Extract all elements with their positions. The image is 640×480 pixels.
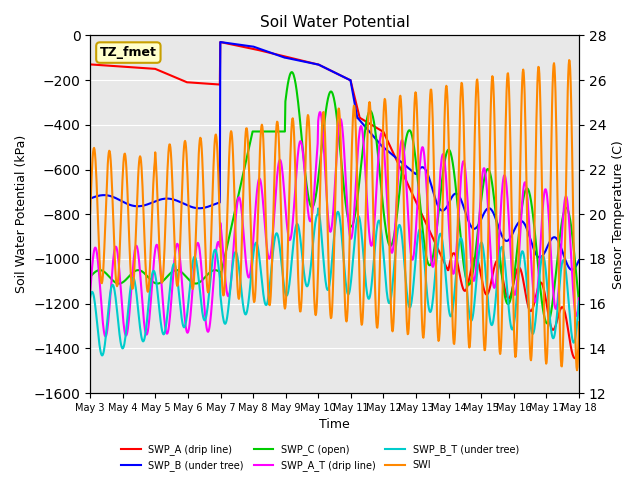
- Legend: SWP_A (drip line), SWP_B (under tree), SWP_C (open), SWP_A_T (drip line), SWP_B_: SWP_A (drip line), SWP_B (under tree), S…: [117, 441, 523, 475]
- SWP_A (drip line): [575, 346, 583, 351]
- SWP_A (drip line): [572, 355, 579, 361]
- SWP_B (under tree): [136, 203, 144, 209]
- SWI: [422, 274, 429, 280]
- SWI: [573, 367, 581, 373]
- SWP_A (drip line): [468, 263, 476, 269]
- SWP_B_T (under tree): [302, 281, 310, 287]
- Title: Soil Water Potential: Soil Water Potential: [260, 15, 410, 30]
- SWP_C (open): [86, 274, 94, 280]
- SWP_C (open): [288, 69, 296, 75]
- SWP_A (drip line): [136, 65, 144, 71]
- SWI: [284, 247, 292, 252]
- SWI: [476, 168, 484, 174]
- SWP_A_T (drip line): [137, 276, 145, 282]
- SWP_B (under tree): [86, 196, 94, 202]
- Line: SWP_A (drip line): SWP_A (drip line): [90, 42, 579, 358]
- SWP_B_T (under tree): [477, 240, 485, 245]
- SWP_C (open): [575, 300, 583, 305]
- SWP_B_T (under tree): [468, 316, 476, 322]
- SWP_A_T (drip line): [468, 272, 476, 277]
- Line: SWP_B_T (under tree): SWP_B_T (under tree): [90, 208, 579, 355]
- SWP_B_T (under tree): [423, 288, 431, 294]
- SWP_B (under tree): [422, 168, 430, 174]
- SWP_C (open): [302, 177, 310, 182]
- SWP_B_T (under tree): [314, 205, 322, 211]
- SWP_B (under tree): [468, 225, 476, 230]
- SWI: [565, 57, 573, 63]
- SWP_A_T (drip line): [316, 109, 324, 115]
- SWI: [467, 305, 475, 311]
- SWP_B (under tree): [477, 218, 484, 224]
- SWP_A_T (drip line): [477, 186, 485, 192]
- SWP_A_T (drip line): [302, 186, 310, 192]
- SWP_A_T (drip line): [285, 233, 292, 239]
- SWP_B_T (under tree): [99, 352, 106, 358]
- Y-axis label: Soil Water Potential (kPa): Soil Water Potential (kPa): [15, 135, 28, 293]
- SWP_B_T (under tree): [575, 299, 583, 304]
- SWI: [575, 319, 583, 325]
- X-axis label: Time: Time: [319, 419, 350, 432]
- SWP_C (open): [468, 275, 476, 281]
- SWP_A (drip line): [285, 54, 292, 60]
- SWP_C (open): [543, 321, 551, 326]
- Y-axis label: Sensor Temperature (C): Sensor Temperature (C): [612, 140, 625, 288]
- SWP_B (under tree): [302, 59, 310, 65]
- Line: SWP_B (under tree): SWP_B (under tree): [90, 42, 579, 270]
- SWP_B (under tree): [285, 55, 292, 61]
- SWP_A_T (drip line): [102, 334, 109, 339]
- SWP_C (open): [136, 267, 144, 273]
- SWP_B_T (under tree): [285, 288, 292, 294]
- SWP_C (open): [422, 254, 430, 260]
- SWP_B (under tree): [568, 267, 576, 273]
- SWP_A (drip line): [422, 221, 430, 227]
- SWP_B_T (under tree): [86, 295, 94, 300]
- SWP_A (drip line): [477, 270, 484, 276]
- SWP_A_T (drip line): [86, 289, 94, 295]
- SWI: [136, 154, 144, 159]
- SWP_C (open): [477, 203, 484, 208]
- Line: SWI: SWI: [90, 60, 579, 370]
- SWP_A (drip line): [86, 61, 94, 67]
- SWP_B (under tree): [216, 39, 224, 45]
- SWP_A_T (drip line): [575, 295, 583, 301]
- SWI: [301, 161, 309, 167]
- SWP_B_T (under tree): [137, 328, 145, 334]
- SWP_B (under tree): [575, 257, 583, 263]
- SWP_C (open): [284, 81, 292, 87]
- SWP_A_T (drip line): [423, 188, 431, 194]
- Text: TZ_fmet: TZ_fmet: [100, 46, 157, 59]
- Line: SWP_C (open): SWP_C (open): [90, 72, 579, 324]
- SWI: [86, 211, 94, 217]
- SWP_A (drip line): [216, 39, 224, 45]
- Line: SWP_A_T (drip line): SWP_A_T (drip line): [90, 112, 579, 336]
- SWP_A (drip line): [302, 59, 310, 64]
